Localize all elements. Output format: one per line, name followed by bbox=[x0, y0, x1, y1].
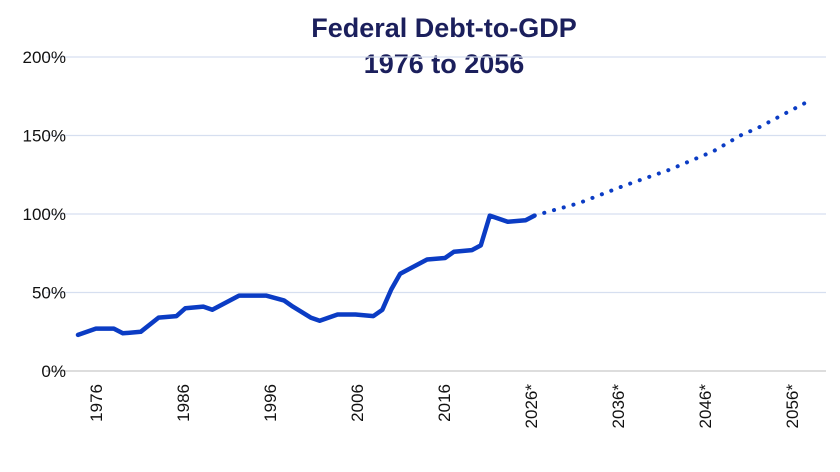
y-tick-label: 150% bbox=[23, 127, 66, 146]
y-tick-label: 50% bbox=[32, 284, 66, 303]
x-tick-label: 2046* bbox=[696, 384, 715, 429]
x-tick-label: 2036* bbox=[609, 384, 628, 429]
x-tick-label: 2056* bbox=[783, 384, 802, 429]
x-tick-label: 1986 bbox=[174, 384, 193, 422]
x-tick-label: 2026* bbox=[522, 384, 541, 429]
y-tick-label: 200% bbox=[23, 48, 66, 67]
chart-subtitle: 1976 to 2056 bbox=[363, 49, 525, 79]
x-tick-label: 2016 bbox=[435, 384, 454, 422]
y-tick-label: 0% bbox=[41, 362, 66, 381]
x-tick-label: 2006 bbox=[348, 384, 367, 422]
projected-debt-line bbox=[532, 97, 814, 218]
y-tick-label: 100% bbox=[23, 205, 66, 224]
x-tick-label: 1996 bbox=[261, 384, 280, 422]
chart-title: Federal Debt-to-GDP bbox=[311, 13, 577, 43]
x-tick-label: 1976 bbox=[87, 384, 106, 422]
historical-debt-line bbox=[75, 213, 537, 338]
